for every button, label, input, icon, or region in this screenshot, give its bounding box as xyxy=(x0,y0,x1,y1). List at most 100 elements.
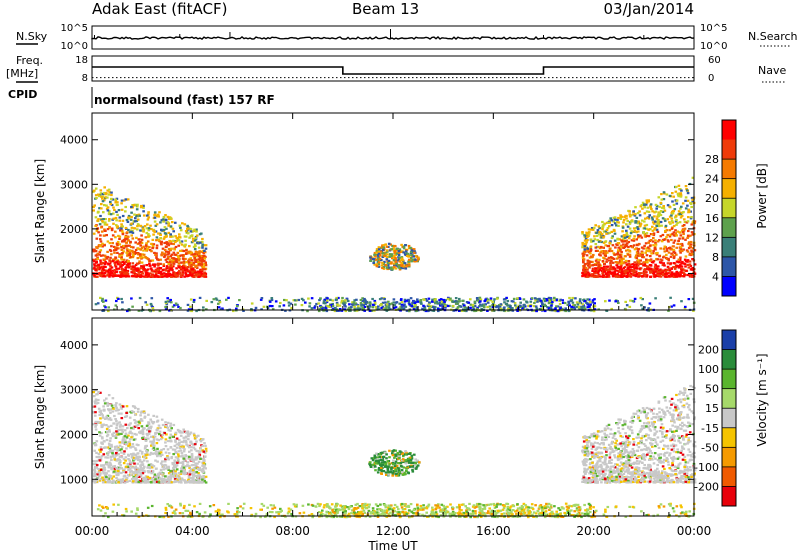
echo-cell xyxy=(192,263,196,266)
nsearch-label: N.Search xyxy=(748,30,798,43)
echo-cell xyxy=(655,224,659,228)
echo-cell xyxy=(92,248,96,251)
echo-cell xyxy=(391,245,395,248)
echo-cell xyxy=(110,443,113,446)
echo-cell xyxy=(691,198,694,201)
echo-cell xyxy=(177,305,180,309)
echo-cell xyxy=(625,234,629,237)
echo-cell xyxy=(649,259,652,262)
echo-cell xyxy=(189,261,193,264)
echo-cell xyxy=(122,439,125,442)
echo-cell xyxy=(120,432,123,435)
echo-cell xyxy=(99,240,103,243)
echo-cell xyxy=(118,421,121,424)
echo-cell xyxy=(669,296,672,299)
echo-cell xyxy=(166,448,170,451)
echo-cell xyxy=(189,230,193,233)
echo-cell xyxy=(128,442,131,445)
echo-cell xyxy=(663,219,667,222)
echo-cell xyxy=(606,271,610,274)
echo-cell xyxy=(636,264,640,267)
echo-cell xyxy=(110,229,114,232)
echo-cell xyxy=(662,262,665,265)
echo-cell xyxy=(596,267,600,271)
echo-cell xyxy=(672,224,676,228)
echo-cell xyxy=(151,452,154,455)
echo-cell xyxy=(136,218,140,221)
echo-cell xyxy=(107,466,111,469)
echo-cell xyxy=(163,248,167,251)
echo-cell xyxy=(652,244,655,247)
echo-cell xyxy=(463,304,466,307)
echo-cell xyxy=(139,432,142,435)
echo-cell xyxy=(154,224,158,227)
echo-cell xyxy=(589,248,593,251)
echo-cell xyxy=(109,213,113,216)
echo-cell xyxy=(155,223,159,226)
echo-cell xyxy=(114,454,118,457)
echo-cell xyxy=(673,266,677,269)
echo-cell xyxy=(114,216,118,220)
echo-cell xyxy=(385,253,388,256)
echo-cell xyxy=(109,408,112,411)
echo-cell xyxy=(170,261,174,264)
echo-cell xyxy=(131,262,135,265)
echo-cell xyxy=(120,417,124,420)
echo-cell xyxy=(130,453,133,456)
echo-cell xyxy=(391,268,394,271)
echo-cell xyxy=(383,298,386,301)
echo-cell xyxy=(100,226,103,229)
echo-cell xyxy=(116,473,120,477)
echo-cell xyxy=(110,404,114,407)
echo-cell xyxy=(121,252,124,255)
frequency-panel-frame xyxy=(91,55,695,82)
echo-cell xyxy=(624,259,628,262)
echo-cell xyxy=(373,263,376,266)
echo-cell xyxy=(162,465,166,468)
echo-cell xyxy=(115,427,118,430)
echo-cell xyxy=(184,436,187,439)
echo-cell xyxy=(659,258,662,261)
echo-cell xyxy=(687,247,691,250)
echo-cell xyxy=(651,261,655,264)
echo-cell xyxy=(617,242,620,245)
echo-cell xyxy=(260,308,263,311)
echo-cell xyxy=(187,475,191,478)
echo-cell xyxy=(109,475,112,478)
echo-cell xyxy=(395,263,399,266)
echo-cell xyxy=(141,430,145,433)
echo-cell xyxy=(109,249,113,253)
echo-cell xyxy=(584,237,588,240)
echo-cell xyxy=(315,302,318,306)
echo-cell xyxy=(604,300,607,303)
echo-cell xyxy=(591,269,594,272)
echo-cell xyxy=(393,264,396,267)
echo-cell xyxy=(483,306,486,309)
echo-cell xyxy=(609,240,612,243)
echo-cell xyxy=(322,302,326,305)
echo-cell xyxy=(647,309,650,312)
echo-cell xyxy=(172,257,175,260)
echo-cell xyxy=(598,230,601,234)
echo-cell xyxy=(435,300,438,303)
echo-cell xyxy=(610,224,614,227)
echo-cell xyxy=(458,300,461,303)
echo-cell xyxy=(407,258,411,261)
echo-cell xyxy=(373,301,377,304)
echo-cell xyxy=(469,306,472,309)
echo-cell xyxy=(647,250,650,253)
echo-cell xyxy=(336,304,339,307)
echo-cell xyxy=(180,261,183,264)
echo-cell xyxy=(189,265,193,268)
echo-cell xyxy=(617,224,620,227)
echo-cell xyxy=(110,253,113,256)
echo-cell xyxy=(670,248,673,251)
echo-cell xyxy=(672,256,676,260)
echo-cell xyxy=(160,272,163,275)
echo-cell xyxy=(164,273,168,276)
echo-cell xyxy=(689,243,693,246)
echo-cell xyxy=(162,448,166,451)
echo-cell xyxy=(149,427,152,430)
echo-cell xyxy=(192,245,196,248)
echo-cell xyxy=(385,256,389,259)
